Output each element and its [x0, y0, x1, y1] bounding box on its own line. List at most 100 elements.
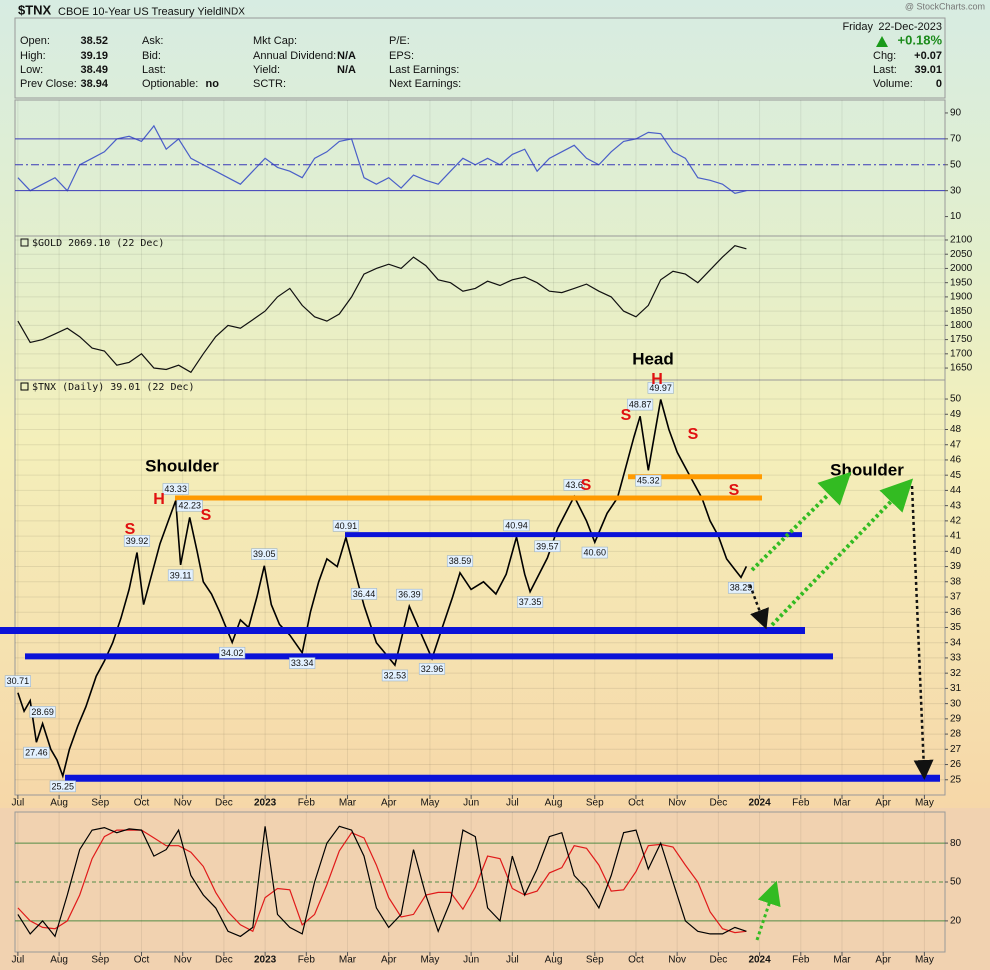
field-label: Mkt Cap: — [253, 35, 297, 47]
data-label: 36.39 — [398, 590, 421, 600]
data-label-box — [176, 499, 203, 512]
background — [0, 0, 990, 808]
legend-swatch — [20, 238, 29, 247]
annotation: S — [621, 407, 632, 424]
field-label: Next Earnings: — [389, 78, 461, 90]
y-tick-label: 25 — [950, 774, 962, 785]
stat-label: Chg: — [873, 50, 896, 62]
projection-arrow — [910, 485, 934, 780]
data-label-box — [251, 548, 278, 560]
annotation: Shoulder — [145, 456, 219, 475]
y-tick-label: 35 — [950, 622, 962, 633]
series-line — [17, 245, 747, 374]
x-tick-label: Nov — [668, 955, 686, 966]
field-label: High: — [20, 50, 46, 62]
field-label: P/E: — [389, 35, 410, 47]
y-tick-label: 50 — [950, 394, 962, 405]
x-tick-label: Dec — [709, 798, 727, 809]
y-tick-label: 1900 — [950, 292, 973, 303]
x-tick-label: Aug — [50, 798, 68, 809]
y-tick-label: 48 — [950, 424, 962, 435]
data-label: 39.05 — [253, 549, 276, 559]
x-tick-label: Feb — [298, 798, 316, 809]
x-tick-label: May — [420, 798, 439, 809]
y-tick-label: 41 — [950, 531, 962, 542]
annotation: S — [729, 482, 740, 499]
up-arrow — [876, 36, 888, 47]
x-tick-label: Sep — [586, 955, 604, 966]
projection-arrow — [770, 478, 914, 627]
y-tick-label: 49 — [950, 409, 962, 420]
x-tick-label: Oct — [134, 955, 150, 966]
background — [0, 808, 990, 970]
data-label-box — [29, 706, 56, 718]
data-label-box — [162, 483, 189, 495]
data-label-box — [289, 657, 316, 669]
stat-value: 0 — [936, 78, 942, 90]
x-tick-label: 2024 — [748, 798, 771, 809]
x-tick-label: Feb — [298, 955, 316, 966]
field-label: Ask: — [142, 35, 163, 47]
data-label: 37.35 — [519, 597, 542, 607]
x-tick-label: Jul — [506, 955, 519, 966]
projection-arrow — [748, 584, 769, 630]
field-value: N/A — [337, 50, 356, 62]
data-label: 45.32 — [637, 476, 660, 486]
instrument-name: CBOE 10-Year US Treasury Yield — [58, 6, 221, 18]
x-tick-label: Oct — [628, 798, 644, 809]
y-tick-label: 31 — [950, 683, 962, 694]
data-label-box — [350, 588, 378, 600]
x-tick-label: Sep — [91, 798, 109, 809]
data-label-box — [534, 540, 561, 553]
field-label: Low: — [20, 64, 43, 76]
data-label-box — [446, 555, 474, 567]
data-label: 38.29 — [730, 583, 753, 593]
y-tick-label: 27 — [950, 744, 962, 755]
x-tick-label: May — [420, 955, 439, 966]
field-value: N/A — [337, 64, 356, 76]
data-label: 40.60 — [583, 548, 606, 558]
y-tick-label: 2050 — [950, 249, 973, 260]
panel-frame — [14, 99, 946, 796]
data-label: 32.96 — [421, 664, 444, 674]
x-tick-label: Sep — [91, 955, 109, 966]
legend-swatch — [20, 382, 29, 391]
data-label: 43.33 — [164, 484, 187, 494]
data-label: 34.02 — [221, 648, 244, 658]
data-label-box — [332, 520, 359, 532]
data-label: 49.97 — [649, 383, 672, 393]
data-label-box — [219, 646, 246, 659]
x-tick-label: Apr — [875, 798, 891, 809]
field-label: SCTR: — [253, 78, 286, 90]
data-label-box — [123, 535, 151, 547]
x-tick-label: Dec — [215, 955, 233, 966]
data-label-box — [418, 663, 446, 675]
data-label: 42.23 — [178, 501, 201, 511]
x-tick-label: 2024 — [748, 955, 771, 966]
x-tick-label: May — [915, 955, 934, 966]
data-label-box — [23, 746, 50, 759]
data-label: 38.59 — [449, 556, 472, 566]
x-tick-label: Apr — [381, 798, 397, 809]
annotation: Shoulder — [830, 460, 904, 479]
x-tick-label: Dec — [215, 798, 233, 809]
x-tick-label: Sep — [586, 798, 604, 809]
data-label: 40.94 — [505, 520, 528, 530]
data-label-box — [727, 581, 755, 594]
annotation: S — [581, 477, 592, 494]
y-tick-label: 30 — [950, 698, 962, 709]
data-label-box — [627, 398, 654, 411]
x-tick-label: Jul — [11, 955, 24, 966]
header-frame — [14, 17, 946, 99]
data-label-box — [503, 519, 530, 532]
stat-value: 39.01 — [914, 64, 942, 76]
data-label-box — [167, 569, 194, 582]
y-tick-label: 90 — [950, 108, 962, 119]
day: Friday — [842, 21, 873, 33]
data-label-box — [49, 780, 76, 793]
exchange: INDX — [221, 7, 245, 18]
y-tick-label: 50 — [950, 877, 962, 888]
y-tick-label: 80 — [950, 838, 962, 849]
y-tick-label: 50 — [950, 159, 962, 170]
y-tick-label: 2000 — [950, 263, 973, 274]
